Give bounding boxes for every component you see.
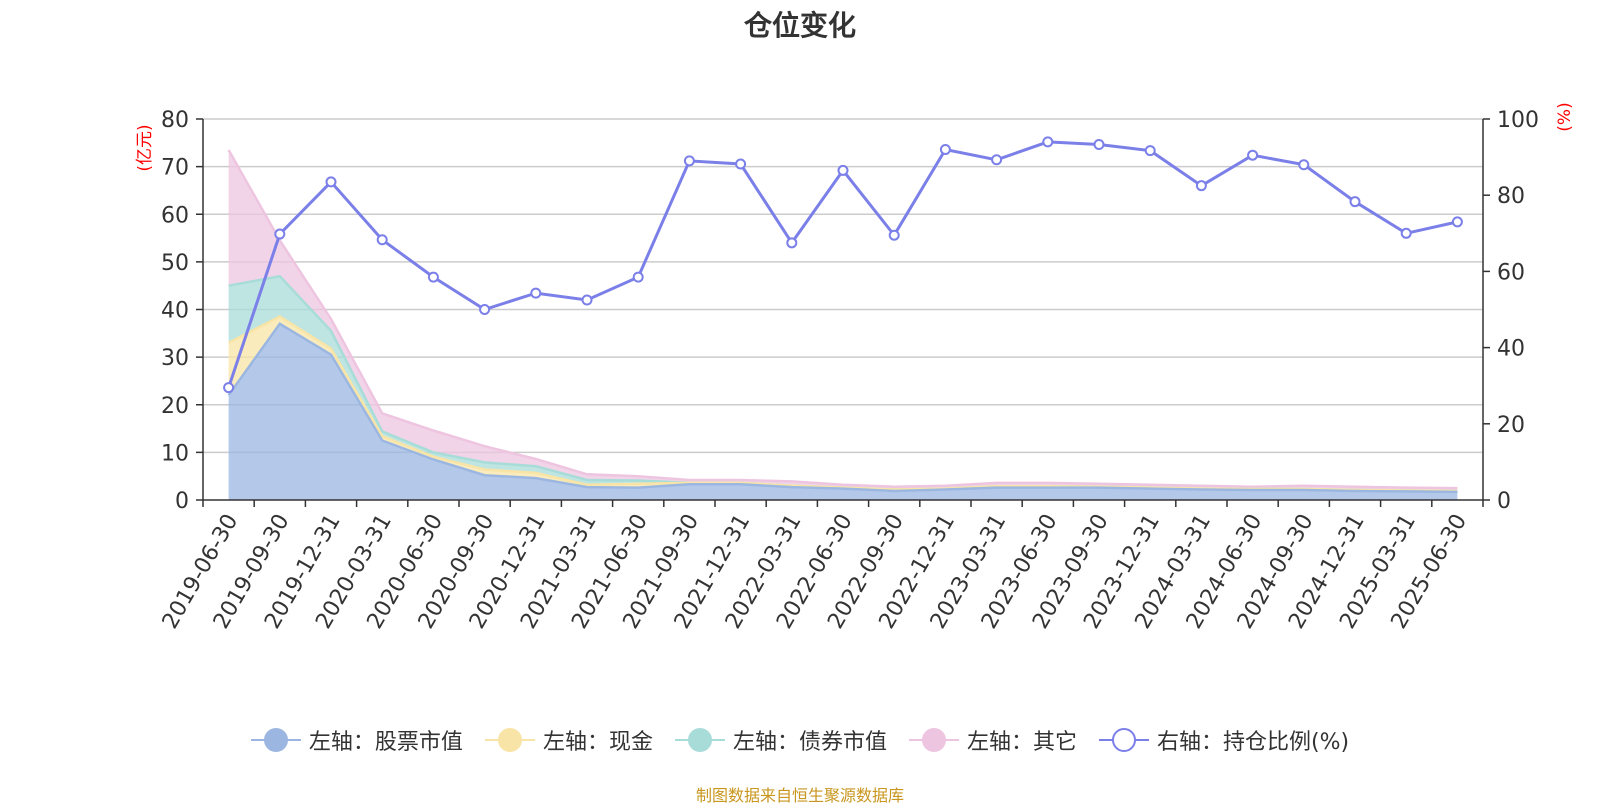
area-edge-左轴：股票市值 [227, 322, 1458, 494]
legend: 左轴：股票市值 左轴：现金 左轴：债券市值 左轴：其它 右轴：持仓比例(%) [0, 724, 1600, 756]
area-左轴：股票市值 [228, 323, 1458, 500]
legend-item[interactable]: 左轴：债券市值 [674, 724, 887, 756]
line-point [735, 158, 747, 170]
line-point [683, 155, 695, 167]
right-tick-label: 40 [1497, 337, 1525, 362]
left-tick-label: 0 [175, 489, 189, 514]
line-point [479, 304, 491, 315]
line-point [991, 154, 1003, 166]
line-point [581, 294, 593, 306]
line-point [223, 382, 235, 394]
legend-label: 左轴：债券市值 [732, 730, 887, 755]
line-point [632, 271, 644, 283]
line-point [1195, 180, 1207, 192]
line-point [786, 237, 798, 249]
line-point [1400, 227, 1412, 239]
legend-marker-icon [250, 728, 301, 752]
line-point [530, 287, 542, 299]
line-point [939, 143, 951, 155]
left-tick-label: 70 [161, 156, 189, 181]
line-point [1042, 136, 1054, 148]
legend-item[interactable]: 左轴：股票市值 [250, 724, 463, 756]
line-point [888, 229, 900, 241]
line-point [1298, 159, 1310, 171]
data-source-note: 制图数据来自恒生聚源数据库 [695, 786, 904, 805]
line-point [1093, 139, 1105, 151]
line-point [1451, 216, 1463, 228]
left-tick-label: 20 [161, 394, 189, 419]
line-holding-ratio [227, 140, 1458, 389]
right-tick-label: 20 [1497, 413, 1525, 438]
legend-marker-icon [484, 728, 535, 752]
left-axis-unit: (亿元) [135, 124, 155, 171]
left-tick-label: 10 [161, 441, 189, 466]
left-tick-label: 30 [161, 346, 189, 371]
left-tick-label: 80 [161, 108, 189, 133]
legend-label: 左轴：股票市值 [308, 730, 463, 755]
left-tick-label: 40 [161, 299, 189, 324]
area-layer [227, 149, 1458, 500]
line-point [427, 271, 439, 283]
area-左轴：其它 [228, 150, 1458, 491]
line-point [1349, 196, 1361, 208]
left-tick-label: 60 [161, 203, 189, 228]
legend-marker-icon [908, 728, 959, 752]
right-axis-unit: (%) [1555, 102, 1575, 131]
right-tick-label: 100 [1497, 108, 1539, 133]
line-point [274, 228, 286, 240]
line-point [1144, 145, 1156, 157]
legend-item[interactable]: 右轴：持仓比例(%) [1098, 724, 1350, 756]
line-point [837, 164, 849, 176]
area-edge-左轴：其它 [227, 149, 1458, 490]
line-layer [223, 136, 1463, 394]
legend-label: 左轴：其它 [966, 730, 1077, 755]
legend-marker-icon [1098, 728, 1149, 752]
right-tick-label: 60 [1497, 260, 1525, 285]
line-point [376, 234, 388, 246]
legend-item[interactable]: 左轴：其它 [908, 724, 1077, 756]
right-tick-label: 0 [1497, 489, 1511, 514]
line-point [325, 176, 337, 188]
line-point [1247, 149, 1259, 161]
left-tick-label: 50 [161, 251, 189, 276]
legend-item[interactable]: 左轴：现金 [484, 724, 653, 756]
legend-label: 右轴：持仓比例(%) [1156, 730, 1350, 755]
legend-marker-icon [674, 728, 725, 752]
legend-label: 左轴：现金 [542, 730, 653, 755]
right-tick-label: 80 [1497, 184, 1525, 209]
chart-title: 仓位变化 [743, 9, 856, 42]
